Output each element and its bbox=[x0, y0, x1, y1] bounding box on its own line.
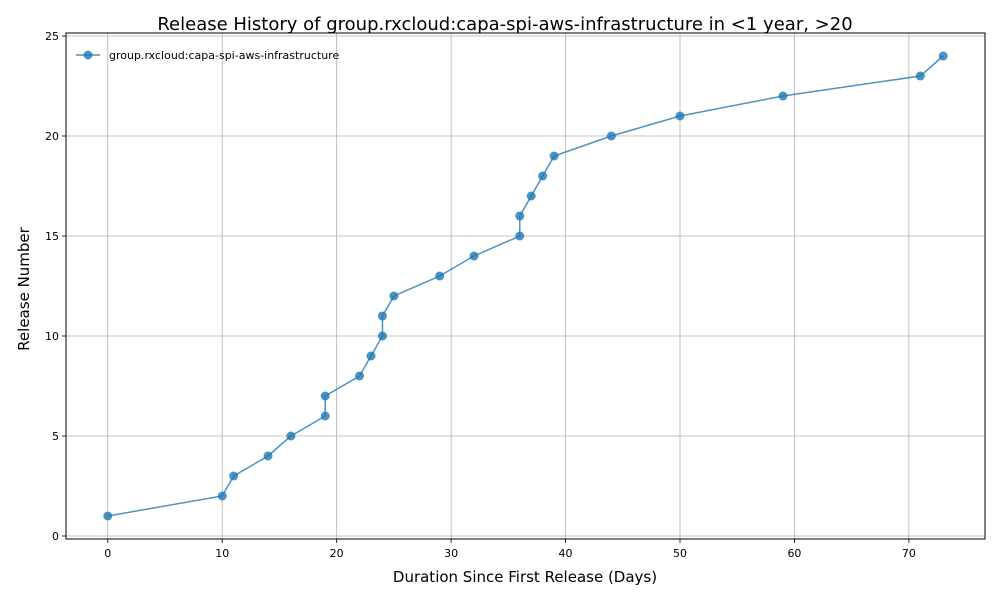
x-tick-label: 50 bbox=[673, 547, 687, 560]
data-point bbox=[549, 151, 559, 161]
x-axis-ticks: 0 10 20 30 40 50 60 70 bbox=[104, 539, 916, 560]
y-tick-label: 25 bbox=[45, 30, 59, 43]
data-point bbox=[938, 51, 948, 61]
data-point bbox=[469, 251, 479, 261]
x-tick-label: 10 bbox=[215, 547, 229, 560]
x-tick-label: 40 bbox=[559, 547, 573, 560]
data-point bbox=[229, 471, 239, 481]
data-point bbox=[515, 231, 525, 241]
data-point bbox=[366, 351, 376, 361]
data-point bbox=[217, 491, 227, 501]
data-point bbox=[320, 411, 330, 421]
y-axis-ticks: 0 5 10 15 20 25 bbox=[45, 30, 66, 543]
legend: group.rxcloud:capa-spi-aws-infrastructur… bbox=[76, 49, 339, 62]
x-tick-label: 70 bbox=[902, 547, 916, 560]
chart-title: Release History of group.rxcloud:capa-sp… bbox=[157, 14, 852, 35]
data-point bbox=[526, 191, 536, 201]
data-point bbox=[103, 511, 113, 521]
data-point bbox=[389, 291, 399, 301]
data-point bbox=[377, 331, 387, 341]
data-point bbox=[355, 371, 365, 381]
data-point bbox=[778, 91, 788, 101]
y-tick-label: 10 bbox=[45, 330, 59, 343]
y-tick-label: 5 bbox=[52, 430, 59, 443]
y-tick-label: 15 bbox=[45, 230, 59, 243]
y-tick-label: 0 bbox=[52, 530, 59, 543]
y-tick-label: 20 bbox=[45, 130, 59, 143]
x-tick-label: 20 bbox=[330, 547, 344, 560]
x-tick-label: 0 bbox=[104, 547, 111, 560]
data-point bbox=[435, 271, 445, 281]
series-layer bbox=[103, 51, 948, 521]
data-point bbox=[515, 211, 525, 221]
legend-entry-label: group.rxcloud:capa-spi-aws-infrastructur… bbox=[109, 49, 339, 62]
data-point bbox=[675, 111, 685, 121]
legend-point-marker bbox=[83, 50, 93, 60]
x-tick-label: 30 bbox=[444, 547, 458, 560]
data-point bbox=[263, 451, 273, 461]
data-point bbox=[286, 431, 296, 441]
series-line bbox=[107, 55, 944, 517]
plot-frame bbox=[65, 32, 986, 540]
data-point bbox=[606, 131, 616, 141]
data-point bbox=[538, 171, 548, 181]
data-point bbox=[377, 311, 387, 321]
x-axis-label: Duration Since First Release (Days) bbox=[393, 568, 657, 586]
data-point bbox=[320, 391, 330, 401]
x-tick-label: 60 bbox=[787, 547, 801, 560]
y-axis-label: Release Number bbox=[15, 226, 33, 350]
data-point bbox=[915, 71, 925, 81]
